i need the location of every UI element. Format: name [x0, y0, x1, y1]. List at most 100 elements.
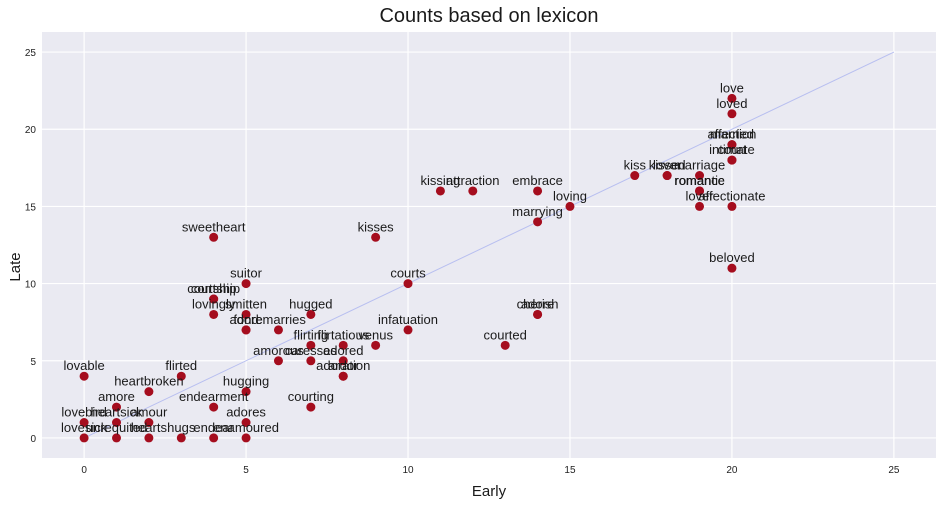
- point-label: endear: [193, 420, 234, 435]
- point-label: courtship: [187, 281, 240, 296]
- point-label: romance: [674, 173, 725, 188]
- point-label: hugged: [289, 296, 332, 311]
- y-tick-label: 10: [25, 280, 37, 291]
- data-point: [241, 309, 251, 319]
- data-point: [338, 371, 348, 381]
- point-label: flirting: [294, 327, 329, 342]
- reference-diagonal-line: [83, 51, 895, 439]
- data-point: [695, 186, 705, 196]
- data-point: [176, 433, 186, 443]
- point-label: beloved: [709, 250, 755, 265]
- x-tick-labels: 0 5 10 15 20 25: [81, 465, 900, 476]
- point-label: kiss: [624, 158, 647, 173]
- point-label: flirtatious: [317, 327, 370, 342]
- point-label: enamoured: [213, 420, 279, 435]
- point-label: adoration: [316, 358, 370, 373]
- y-tick-labels: 0 5 10 15 20 25: [25, 48, 37, 445]
- point-label: attraction: [446, 173, 499, 188]
- y-tick-label: 0: [30, 434, 36, 445]
- data-point: [403, 279, 413, 289]
- point-label: courts: [390, 266, 426, 281]
- x-tick-label: 25: [888, 465, 900, 476]
- x-tick-label: 15: [564, 465, 576, 476]
- point-label: heartsick: [90, 405, 143, 420]
- x-tick-label: 0: [81, 465, 87, 476]
- point-label: embrace: [512, 173, 563, 188]
- point-label: hugging: [223, 374, 269, 389]
- data-point: [241, 433, 251, 443]
- data-point: [338, 340, 348, 350]
- y-tick-label: 25: [25, 48, 37, 59]
- data-point: [209, 402, 219, 412]
- point-label: lovebird: [61, 405, 107, 420]
- point-label: affection: [707, 127, 756, 142]
- data-point: [468, 186, 478, 196]
- point-label: endearment: [179, 389, 249, 404]
- point-label: caresses: [285, 343, 338, 358]
- y-axis-label: Late: [7, 252, 24, 281]
- data-point: [727, 109, 737, 119]
- point-label: fond: [233, 312, 258, 327]
- grid-lines: [42, 32, 936, 458]
- data-point: [273, 325, 283, 335]
- data-point: [435, 186, 445, 196]
- data-point: [209, 232, 219, 242]
- point-label: adore: [521, 296, 554, 311]
- data-point: [727, 263, 737, 273]
- data-point: [662, 171, 672, 181]
- point-label: lovingly: [192, 296, 236, 311]
- point-label: adore: [229, 312, 262, 327]
- point-label: remarries: [251, 312, 306, 327]
- point-label: married: [710, 127, 754, 142]
- point-label: amour: [130, 405, 168, 420]
- data-point: [695, 171, 705, 181]
- data-point: [500, 340, 510, 350]
- point-label: venus: [358, 327, 393, 342]
- point-label: courted: [484, 327, 527, 342]
- point-label: courting: [288, 389, 334, 404]
- data-point: [241, 279, 251, 289]
- data-point: [727, 140, 737, 150]
- data-point: [371, 340, 381, 350]
- point-label: cortship: [191, 281, 237, 296]
- data-point: [112, 433, 121, 443]
- data-point: [241, 325, 251, 335]
- data-point: [695, 201, 705, 211]
- point-label: sweetheart: [182, 219, 246, 234]
- data-point: [306, 309, 316, 319]
- point-label: flirted: [165, 358, 197, 373]
- x-tick-label: 10: [402, 465, 414, 476]
- point-label: affectionate: [698, 188, 765, 203]
- point-label: kissed: [649, 158, 686, 173]
- point-label: kissing: [421, 173, 461, 188]
- data-point: [112, 418, 121, 427]
- data-point: [565, 201, 575, 211]
- data-point: [273, 356, 283, 366]
- point-label: hugs: [167, 420, 196, 435]
- point-label: marriage: [674, 158, 725, 173]
- point-label: kisses: [358, 219, 395, 234]
- point-label: lovable: [64, 358, 105, 373]
- point-label: lover: [653, 158, 682, 173]
- data-point: [306, 356, 316, 366]
- data-point: [79, 433, 89, 443]
- x-axis-label: Early: [472, 483, 507, 500]
- point-label: adored: [323, 343, 363, 358]
- data-point: [209, 433, 219, 443]
- point-label: love: [720, 80, 744, 95]
- data-point: [79, 418, 89, 427]
- point-label: lovesick: [61, 420, 108, 435]
- data-point: [533, 309, 543, 319]
- point-label: loving: [553, 188, 587, 203]
- data-point: [241, 387, 251, 397]
- x-tick-label: 20: [726, 465, 738, 476]
- data-point: [630, 171, 640, 181]
- point-label: smitten: [225, 296, 267, 311]
- data-point: [112, 402, 121, 412]
- x-tick-label: 5: [243, 465, 249, 476]
- point-label: infatuation: [378, 312, 438, 327]
- data-point: [79, 371, 89, 381]
